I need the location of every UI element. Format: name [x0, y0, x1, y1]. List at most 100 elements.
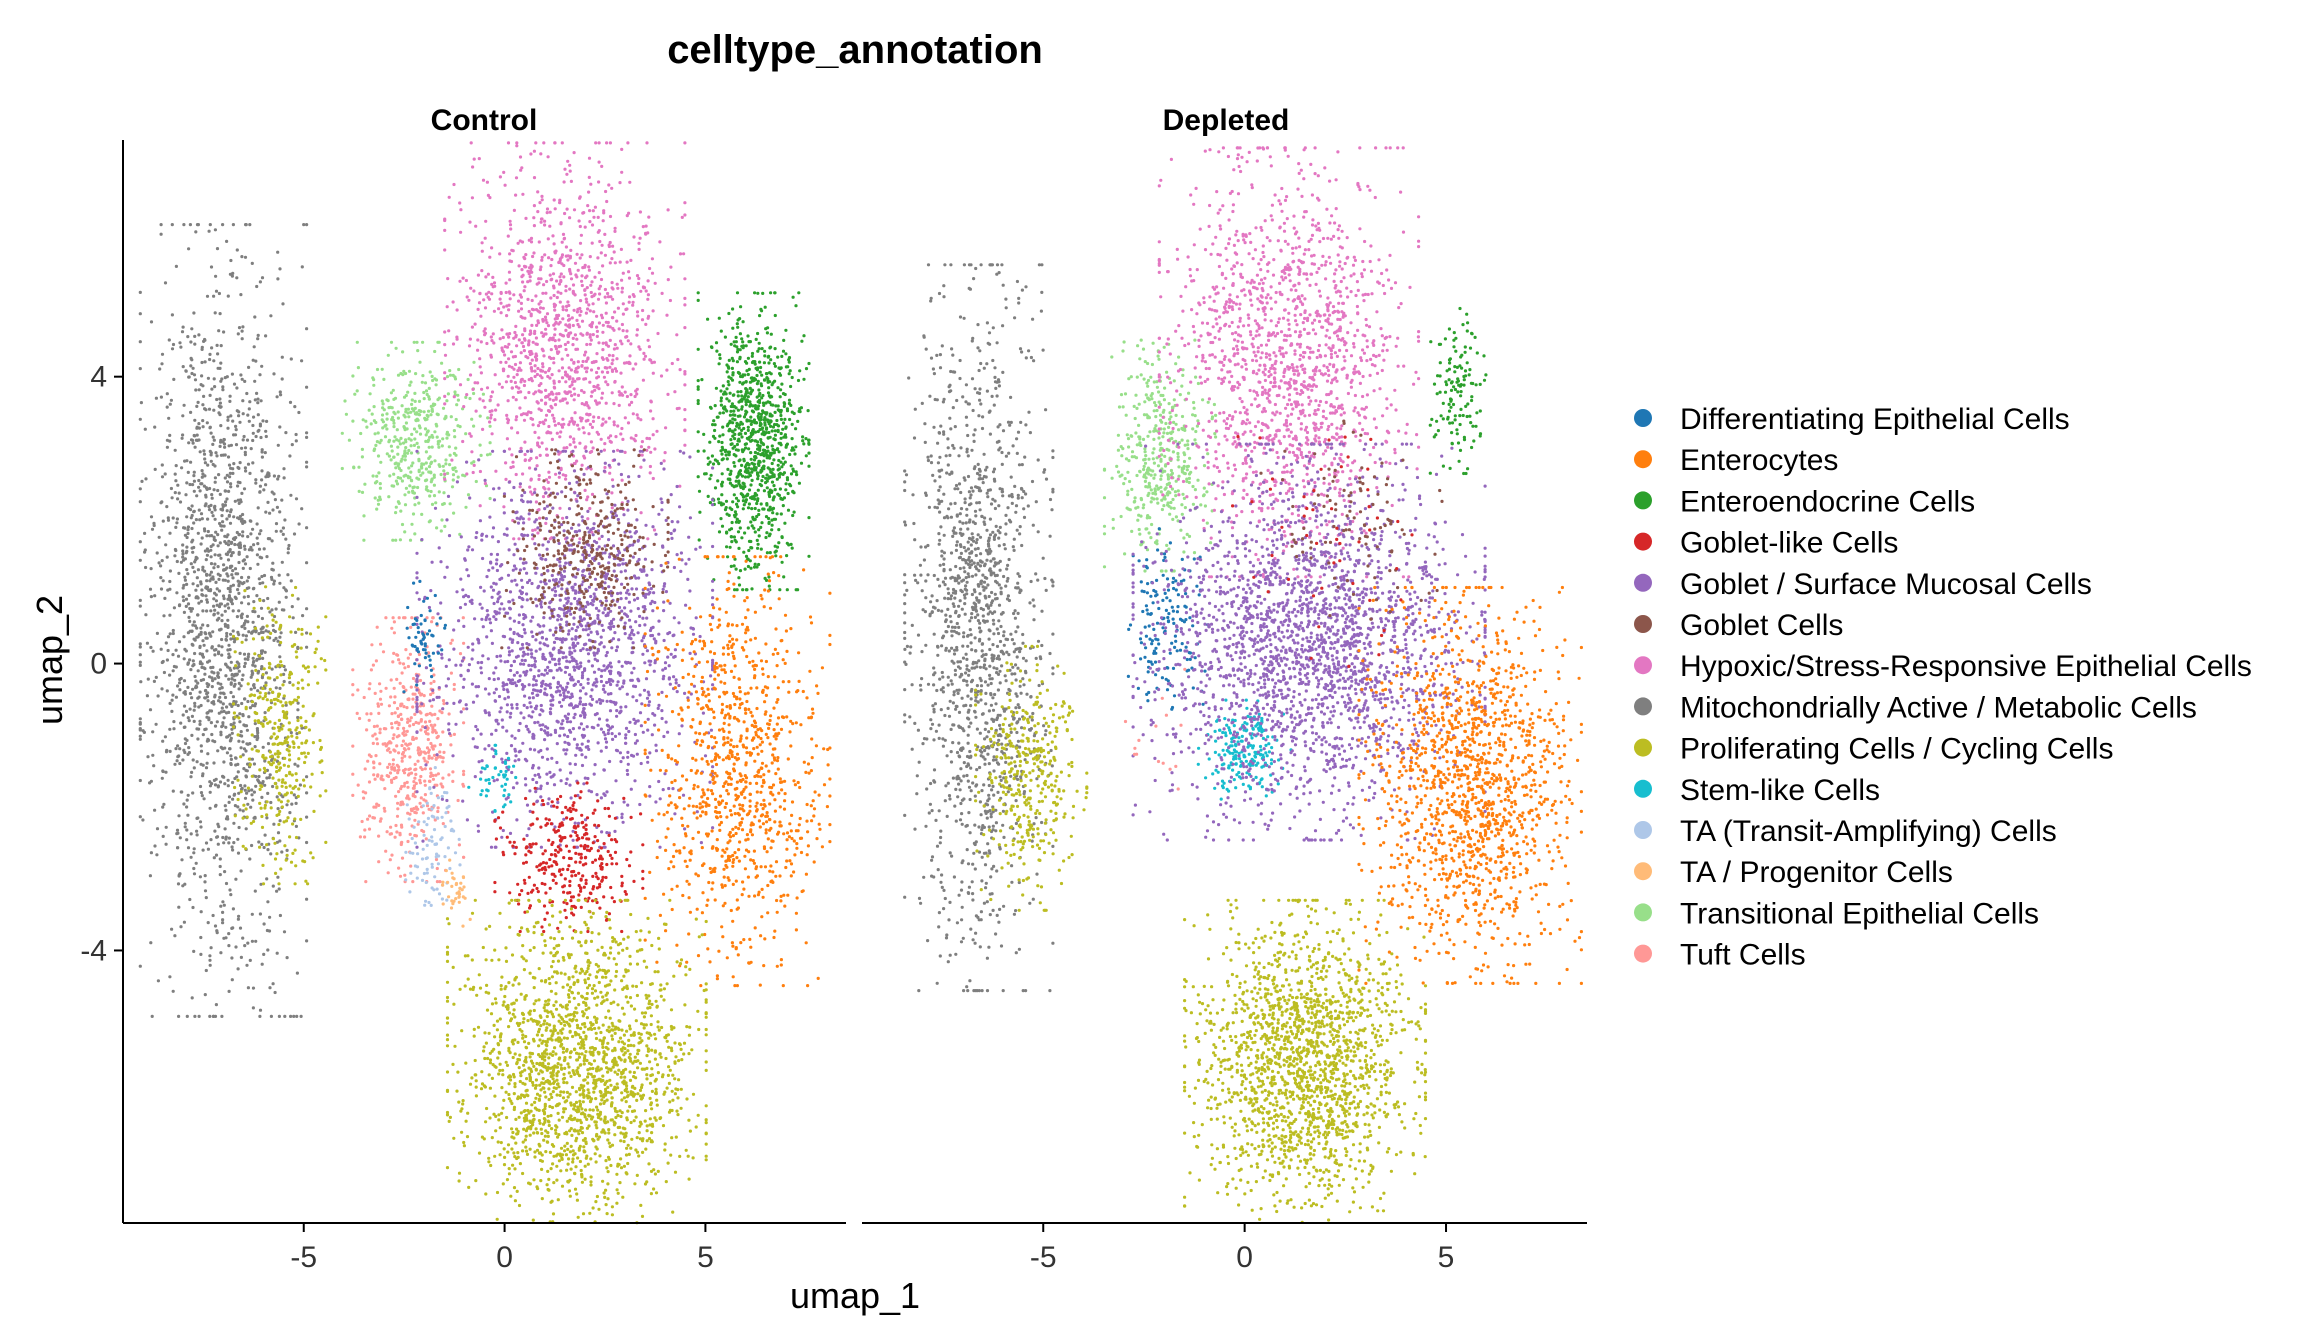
- point: [273, 841, 277, 845]
- point: [261, 581, 265, 585]
- point: [462, 784, 466, 788]
- point: [191, 664, 195, 668]
- point: [362, 538, 366, 542]
- point: [212, 778, 216, 783]
- point: [225, 497, 229, 501]
- point: [270, 667, 274, 671]
- point: [618, 181, 622, 185]
- point: [144, 565, 148, 570]
- point: [417, 477, 421, 481]
- point: [187, 441, 191, 445]
- point: [266, 721, 270, 725]
- point: [488, 420, 492, 424]
- point: [176, 755, 180, 759]
- point: [235, 530, 239, 535]
- point: [506, 374, 510, 378]
- point: [553, 423, 558, 427]
- point: [262, 667, 266, 671]
- point: [462, 769, 466, 773]
- point: [651, 417, 655, 421]
- point: [739, 305, 743, 309]
- point: [533, 364, 537, 368]
- point: [236, 805, 240, 809]
- point: [192, 489, 196, 493]
- point: [192, 851, 196, 855]
- point: [241, 530, 245, 534]
- point: [154, 675, 158, 680]
- point: [205, 534, 209, 538]
- point: [286, 573, 290, 577]
- point: [186, 335, 190, 339]
- point: [192, 570, 197, 574]
- point: [417, 501, 421, 505]
- point: [227, 989, 231, 994]
- point: [504, 380, 508, 384]
- point: [423, 783, 427, 787]
- point: [406, 407, 410, 411]
- point: [382, 806, 386, 811]
- point: [271, 690, 275, 695]
- point: [600, 396, 604, 400]
- point: [288, 835, 292, 839]
- point: [532, 392, 536, 396]
- point: [419, 718, 423, 722]
- point: [234, 945, 238, 949]
- point: [178, 603, 182, 607]
- point: [160, 352, 165, 356]
- point: [300, 507, 304, 511]
- point: [256, 413, 260, 417]
- point: [260, 636, 264, 640]
- point: [523, 440, 527, 444]
- point: [219, 361, 223, 365]
- point: [406, 656, 410, 660]
- point: [178, 688, 182, 692]
- point: [162, 670, 166, 675]
- point: [588, 220, 592, 224]
- point: [271, 742, 275, 746]
- point: [228, 394, 232, 398]
- point: [538, 420, 542, 425]
- point: [435, 736, 439, 740]
- point: [613, 229, 617, 233]
- point: [430, 374, 434, 378]
- point: [611, 358, 615, 362]
- point: [194, 388, 198, 392]
- point: [392, 421, 396, 425]
- point: [231, 725, 236, 729]
- point: [239, 790, 243, 794]
- point: [592, 310, 596, 314]
- point: [243, 453, 247, 457]
- point: [182, 725, 186, 730]
- point: [490, 246, 494, 250]
- point: [197, 478, 201, 483]
- point: [168, 632, 172, 636]
- point: [364, 880, 368, 884]
- point: [291, 644, 295, 648]
- point: [227, 463, 232, 467]
- point: [392, 425, 396, 429]
- point: [229, 893, 233, 897]
- point: [437, 490, 441, 494]
- point: [565, 446, 569, 450]
- point: [186, 793, 190, 797]
- point: [205, 573, 209, 577]
- point: [207, 508, 212, 512]
- point: [683, 418, 687, 422]
- point: [236, 967, 240, 971]
- point: [191, 659, 195, 663]
- point: [519, 351, 523, 355]
- point: [637, 247, 641, 251]
- point: [457, 892, 461, 896]
- point: [266, 791, 270, 796]
- point: [166, 648, 170, 653]
- point: [744, 403, 748, 407]
- point: [181, 325, 185, 329]
- point: [407, 466, 411, 470]
- point: [427, 445, 431, 449]
- point: [215, 343, 219, 347]
- point: [383, 787, 387, 791]
- point: [292, 793, 296, 797]
- point: [724, 499, 729, 503]
- point: [577, 219, 581, 223]
- point: [597, 341, 601, 345]
